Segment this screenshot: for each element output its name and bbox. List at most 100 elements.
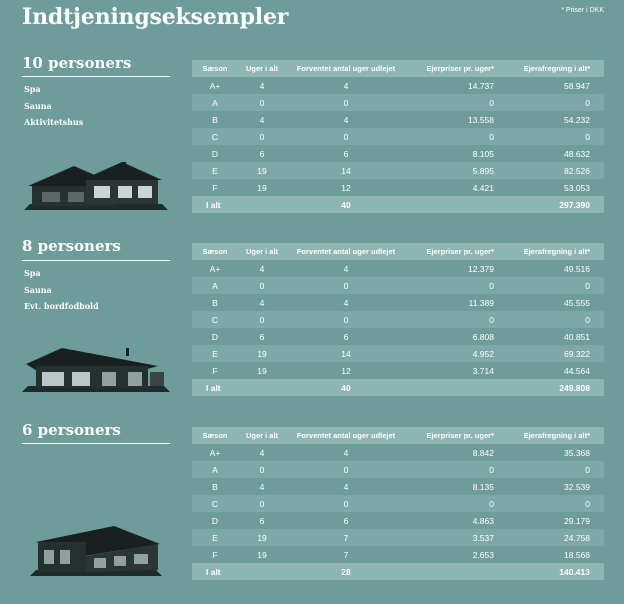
- weeks-cell: 0: [259, 464, 265, 475]
- income-table: Sæson Uger i alt Forventet antal uger ud…: [192, 60, 604, 213]
- total-cell: 0: [585, 280, 590, 291]
- table-row: E 19 14 5.895 82.526: [192, 162, 604, 179]
- season-cell: E: [212, 348, 218, 359]
- price-cell: 13.558: [468, 114, 494, 125]
- total-cell: 54.232: [564, 114, 590, 125]
- expected-cell: 0: [343, 131, 349, 142]
- price-cell: 0: [489, 280, 494, 291]
- table-row: F 19 7 2.653 18.568: [192, 546, 604, 563]
- weeks-cell: 19: [257, 348, 267, 359]
- house-large-icon: [24, 162, 168, 210]
- price-cell: 8.135: [472, 481, 494, 492]
- weeks-cell: 19: [257, 365, 267, 376]
- total-label: I alt: [206, 382, 221, 393]
- column-header-weeks-total: Uger i alt: [245, 431, 279, 440]
- table-total-row: I alt 40 249.808: [192, 379, 604, 396]
- empty-cell: [406, 379, 502, 396]
- column-header-expected-weeks: Forventet antal uger udlejet: [296, 64, 396, 73]
- weeks-cell: 0: [259, 97, 265, 108]
- weeks-cell: 4: [259, 114, 265, 125]
- weeks-cell: 4: [259, 447, 265, 458]
- total-label: I alt: [206, 566, 221, 577]
- column-header-owner-total: Ejerafregning i alt*: [523, 247, 590, 256]
- weeks-cell: 4: [259, 481, 265, 492]
- table-row: A+ 4 4 14.737 58.947: [192, 77, 604, 94]
- feature-list: Spa Sauna Aktivitetshus: [24, 81, 83, 131]
- expected-cell: 0: [343, 498, 349, 509]
- total-cell: 0: [585, 498, 590, 509]
- season-cell: A: [212, 97, 218, 108]
- season-cell: C: [211, 314, 219, 325]
- weeks-cell: 0: [259, 314, 265, 325]
- total-cell: 0: [585, 314, 590, 325]
- price-cell: 8.842: [472, 447, 494, 458]
- price-cell: 0: [489, 314, 494, 325]
- expected-cell: 4: [343, 481, 349, 492]
- price-cell: 4.863: [472, 515, 494, 526]
- weeks-cell: 4: [259, 263, 265, 274]
- table-row: A+ 4 4 8.842 35.368: [192, 444, 604, 461]
- total-cell: 82.526: [564, 165, 590, 176]
- season-cell: E: [212, 165, 218, 176]
- total-cell: 48.632: [564, 148, 590, 159]
- table-row: D 6 6 4.863 29.179: [192, 512, 604, 529]
- empty-cell: [406, 196, 502, 213]
- section-divider: [22, 260, 170, 261]
- weeks-cell: 0: [259, 131, 265, 142]
- total-sum: 297.390: [559, 199, 590, 210]
- column-header-expected-weeks: Forventet antal uger udlejet: [296, 431, 396, 440]
- total-weeks: 40: [341, 199, 351, 210]
- table-row: E 19 14 4.952 69.322: [192, 345, 604, 362]
- empty-cell: [238, 563, 286, 580]
- weeks-cell: 4: [259, 80, 265, 91]
- table-row: C 0 0 0 0: [192, 311, 604, 328]
- total-cell: 40.851: [564, 331, 590, 342]
- season-cell: D: [211, 331, 219, 342]
- column-header-weeks-total: Uger i alt: [245, 64, 279, 73]
- column-header-owner-price: Ejerpriser pr. uger*: [426, 64, 494, 73]
- total-cell: 0: [585, 97, 590, 108]
- total-weeks: 40: [341, 382, 351, 393]
- table-row: B 4 4 8.135 32.539: [192, 478, 604, 495]
- price-cell: 0: [489, 464, 494, 475]
- column-header-season: Sæson: [202, 64, 228, 73]
- expected-cell: 14: [341, 165, 351, 176]
- season-cell: A+: [209, 263, 221, 274]
- expected-cell: 6: [343, 515, 349, 526]
- table-row: B 4 4 11.389 45.555: [192, 294, 604, 311]
- empty-cell: [406, 563, 502, 580]
- table-row: B 4 4 13.558 54.232: [192, 111, 604, 128]
- total-cell: 53.053: [564, 182, 590, 193]
- total-label: I alt: [206, 199, 221, 210]
- total-cell: 24.758: [564, 532, 590, 543]
- feature-item: Aktivitetshus: [24, 117, 84, 127]
- weeks-cell: 0: [259, 280, 265, 291]
- season-cell: B: [212, 297, 218, 308]
- column-header-owner-price: Ejerpriser pr. uger*: [426, 431, 494, 440]
- season-cell: A: [212, 464, 218, 475]
- price-cell: 0: [489, 498, 494, 509]
- column-header-season: Sæson: [202, 431, 228, 440]
- expected-cell: 6: [343, 148, 349, 159]
- feature-item: Sauna: [24, 284, 52, 295]
- total-cell: 18.568: [564, 549, 590, 560]
- season-cell: D: [211, 515, 219, 526]
- expected-cell: 7: [343, 532, 349, 543]
- total-cell: 69.322: [564, 348, 590, 359]
- total-cell: 49.516: [564, 263, 590, 274]
- income-table: Sæson Uger i alt Forventet antal uger ud…: [192, 243, 604, 396]
- section-divider: [22, 76, 170, 77]
- season-cell: C: [211, 498, 219, 509]
- column-header-expected-weeks: Forventet antal uger udlejet: [296, 247, 396, 256]
- price-cell: 4.952: [472, 348, 494, 359]
- table-row: A 0 0 0 0: [192, 277, 604, 294]
- expected-cell: 4: [343, 447, 349, 458]
- table-row: F 19 12 3.714 44.564: [192, 362, 604, 379]
- season-cell: B: [212, 114, 218, 125]
- total-cell: 45.555: [564, 297, 590, 308]
- table-row: D 6 6 8.105 48.632: [192, 145, 604, 162]
- weeks-cell: 19: [257, 532, 267, 543]
- empty-cell: [238, 196, 286, 213]
- price-cell: 0: [489, 97, 494, 108]
- price-cell: 3.714: [472, 365, 494, 376]
